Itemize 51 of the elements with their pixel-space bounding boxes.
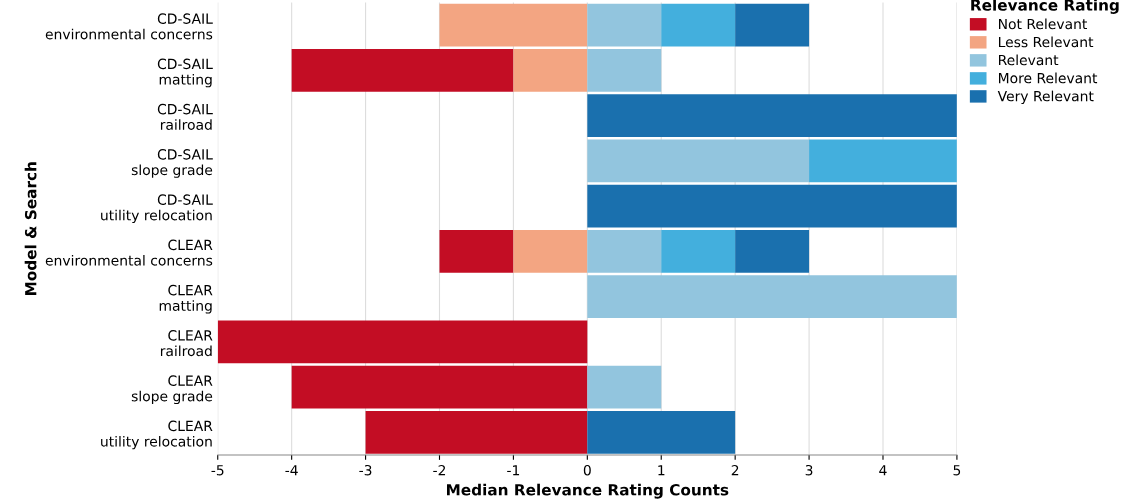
bar bbox=[587, 229, 662, 273]
bar bbox=[587, 94, 957, 138]
y-tick-label: CD-SAIL utility relocation bbox=[101, 194, 213, 224]
y-tick-label: CD-SAIL environmental concerns bbox=[45, 13, 213, 40]
y-tick-label: CD-SAIL matting bbox=[157, 58, 213, 88]
bar bbox=[587, 184, 957, 228]
bar bbox=[587, 48, 662, 92]
y-tick-label: CD-SAIL slope grade bbox=[131, 149, 213, 178]
bar bbox=[513, 48, 588, 92]
bar bbox=[291, 48, 514, 92]
x-axis-title: Median Relevance Rating Counts bbox=[447, 483, 729, 499]
bar bbox=[735, 3, 810, 47]
y-tick-label: CLEAR utility relocation bbox=[101, 420, 213, 450]
x-tick-label: -5 bbox=[211, 465, 224, 476]
bar bbox=[217, 320, 588, 364]
x-tick-label: 1 bbox=[658, 465, 665, 476]
y-tick-label: CLEAR slope grade bbox=[131, 375, 213, 405]
legend-label: More Relevant bbox=[999, 72, 1098, 84]
bar bbox=[809, 139, 957, 183]
x-tick-label: -2 bbox=[433, 464, 446, 476]
y-tick-label: CLEAR environmental concerns bbox=[45, 239, 213, 266]
legend-title: Relevance Rating bbox=[971, 0, 1119, 14]
bar bbox=[587, 275, 957, 319]
y-tick-label: CLEAR matting bbox=[159, 284, 213, 314]
y-axis-title: Model & Search bbox=[24, 162, 37, 296]
x-tick-label: 4 bbox=[879, 465, 887, 476]
x-tick-label: 5 bbox=[953, 465, 961, 476]
bar bbox=[513, 229, 588, 273]
x-tick-label: 3 bbox=[805, 464, 813, 476]
bar bbox=[587, 3, 662, 47]
legend-label: Very Relevant bbox=[997, 90, 1094, 105]
y-tick-label: CLEAR railroad bbox=[160, 330, 213, 357]
bar bbox=[587, 365, 662, 409]
bar bbox=[587, 139, 810, 183]
x-tick-label: 2 bbox=[731, 464, 739, 476]
legend-label: Not Relevant bbox=[999, 18, 1087, 30]
legend-label: Less Relevant bbox=[999, 36, 1094, 48]
bar bbox=[365, 410, 588, 454]
bar bbox=[439, 229, 514, 273]
x-tick-label: -1 bbox=[507, 465, 520, 476]
legend-label: Relevant bbox=[999, 54, 1059, 66]
bar bbox=[291, 365, 588, 409]
bar bbox=[439, 3, 588, 47]
bar bbox=[661, 229, 736, 273]
x-tick-label: -3 bbox=[359, 464, 372, 476]
bar bbox=[587, 410, 736, 454]
y-tick-label: CD-SAIL railroad bbox=[157, 103, 213, 130]
x-tick-label: 0 bbox=[583, 464, 591, 476]
x-tick-label: -4 bbox=[285, 465, 298, 476]
bar bbox=[735, 229, 810, 273]
bar bbox=[661, 3, 736, 47]
